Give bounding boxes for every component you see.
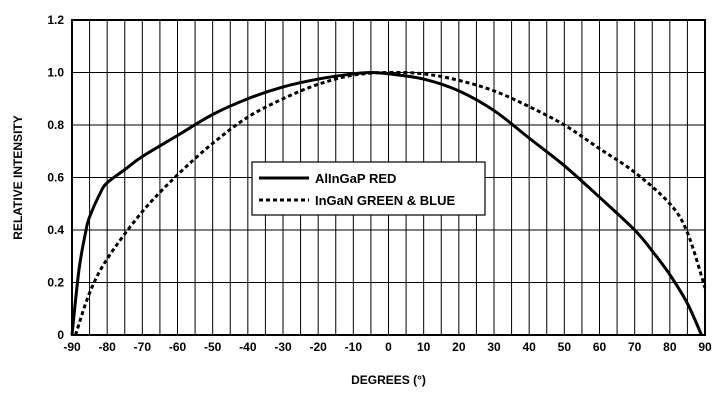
x-tick-label: -80 — [98, 340, 116, 354]
plot-border — [71, 19, 706, 336]
legend-box — [251, 161, 486, 216]
x-tick-label: 50 — [558, 340, 572, 354]
x-tick-label: -60 — [169, 340, 187, 354]
x-tick-label: 30 — [487, 340, 501, 354]
x-tick-label: 70 — [628, 340, 642, 354]
series-line-alingap-red — [70, 71, 703, 336]
x-tick-label: -20 — [309, 340, 327, 354]
x-tick-labels: -90 -80 -70 -60 -50 -40 -30 -20 -10 0 10 20 30 40 50 60… — [63, 340, 712, 354]
y-tick-label: 1.2 — [47, 13, 64, 27]
x-tick-label: 10 — [417, 340, 431, 354]
legend-label-ingan-green-blue: InGaN GREEN & BLUE — [315, 193, 455, 208]
x-tick-label: 40 — [522, 340, 536, 354]
x-tick-label: -50 — [204, 340, 222, 354]
x-tick-label: -30 — [274, 340, 292, 354]
x-tick-label: -40 — [239, 340, 257, 354]
x-tick-label: 20 — [452, 340, 466, 354]
series-line-ingan-green-blue — [74, 70, 707, 336]
y-tick-labels: 0 0.2 0.4 0.6 0.8 1.0 1.2 — [47, 13, 64, 342]
legend-label-alingap-red: AlInGaP RED — [315, 171, 396, 186]
x-axis-title: DEGREES (°) — [351, 373, 426, 387]
x-tick-label: -70 — [134, 340, 152, 354]
y-tick-label: 1.0 — [47, 66, 64, 80]
y-tick-label: 0.8 — [47, 118, 64, 132]
y-tick-label: 0.2 — [47, 276, 64, 290]
x-tick-label: 0 — [385, 340, 392, 354]
y-tick-label: 0.4 — [47, 223, 64, 237]
y-axis-title: RELATIVE INTENSITY — [11, 115, 25, 239]
y-tick-label: 0.6 — [47, 171, 64, 185]
y-tick-label: 0 — [57, 328, 64, 342]
x-tick-label: 60 — [593, 340, 607, 354]
x-tick-label: -90 — [63, 340, 81, 354]
x-tick-label: 90 — [698, 340, 712, 354]
x-tick-label: 80 — [663, 340, 677, 354]
x-tick-label: -10 — [345, 340, 363, 354]
series-layer — [70, 70, 707, 336]
legend: AlInGaP RED InGaN GREEN & BLUE — [251, 161, 486, 216]
